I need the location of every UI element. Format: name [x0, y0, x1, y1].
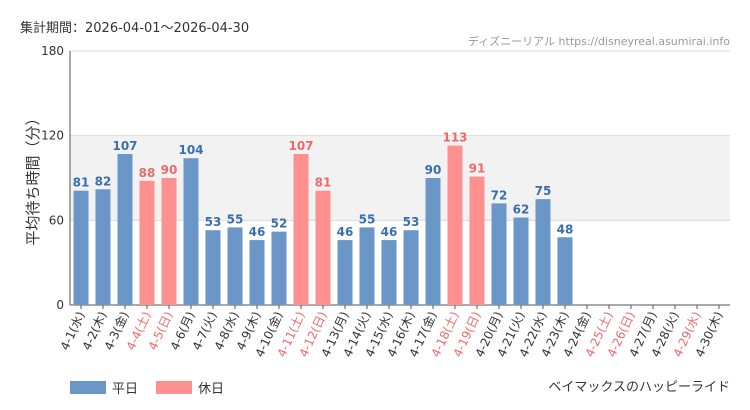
bar-value-label: 104	[178, 143, 203, 157]
bar	[425, 178, 441, 305]
legend-weekday[interactable]: 平日	[70, 378, 138, 397]
bar-value-label: 107	[112, 139, 137, 153]
bar-value-label: 48	[557, 222, 574, 236]
bar	[557, 237, 573, 305]
bar-value-label: 55	[359, 212, 376, 226]
bar	[95, 189, 111, 305]
bar-value-label: 82	[95, 174, 112, 188]
bar	[73, 190, 89, 305]
bar	[249, 240, 265, 305]
bar	[315, 190, 331, 305]
bar-value-label: 88	[139, 166, 156, 180]
legend-holiday-label: 休日	[198, 382, 225, 397]
bar-value-label: 62	[513, 203, 530, 217]
bar	[271, 231, 287, 305]
bar-value-label: 46	[249, 225, 266, 239]
legend: 平日 休日	[70, 378, 224, 397]
bar	[535, 199, 551, 305]
bar-value-label: 52	[271, 217, 288, 231]
bar-value-label: 107	[288, 139, 313, 153]
bar-value-label: 90	[425, 163, 442, 177]
bar	[381, 240, 397, 305]
bar-value-label: 75	[535, 184, 552, 198]
legend-holiday[interactable]: 休日	[156, 378, 224, 397]
bar-value-label: 53	[403, 215, 420, 229]
bar	[205, 230, 221, 305]
attraction-name: ベイマックスのハッピーライド	[548, 380, 730, 395]
bar-value-label: 81	[315, 176, 332, 190]
y-tick-label: 120	[41, 129, 64, 143]
bar	[227, 227, 243, 305]
y-axis-title: 平均待ち時間（分）	[24, 110, 42, 245]
bar	[183, 158, 199, 305]
bar-value-label: 53	[205, 215, 222, 229]
legend-weekday-swatch	[70, 381, 106, 394]
bar	[491, 203, 507, 305]
y-band	[70, 135, 730, 221]
bar	[139, 180, 155, 305]
y-tick-label: 180	[41, 44, 64, 58]
collection-period: 集計期間：2026-04-01～2026-04-30	[20, 21, 250, 36]
legend-holiday-swatch	[156, 381, 193, 394]
bar	[293, 154, 309, 305]
y-tick-label: 0	[56, 298, 64, 312]
legend-weekday-label: 平日	[112, 382, 139, 397]
bar-value-label: 55	[227, 212, 244, 226]
bar	[469, 176, 485, 305]
source-credit: ディズニーリアル https://disneyreal.asumirai.inf…	[467, 35, 730, 48]
bar-value-label: 46	[337, 225, 354, 239]
bar-value-label: 81	[73, 176, 90, 190]
bar	[161, 178, 177, 305]
bar-value-label: 91	[469, 162, 486, 176]
bar-value-label: 113	[442, 131, 467, 145]
bar	[337, 240, 353, 305]
bar	[447, 145, 463, 305]
bar	[513, 217, 529, 305]
bar	[117, 154, 133, 305]
bar-value-label: 46	[381, 225, 398, 239]
bar	[403, 230, 419, 305]
bar	[359, 227, 375, 305]
y-tick-label: 60	[49, 213, 64, 227]
bar-value-label: 72	[491, 188, 508, 202]
bar-value-label: 90	[161, 163, 178, 177]
